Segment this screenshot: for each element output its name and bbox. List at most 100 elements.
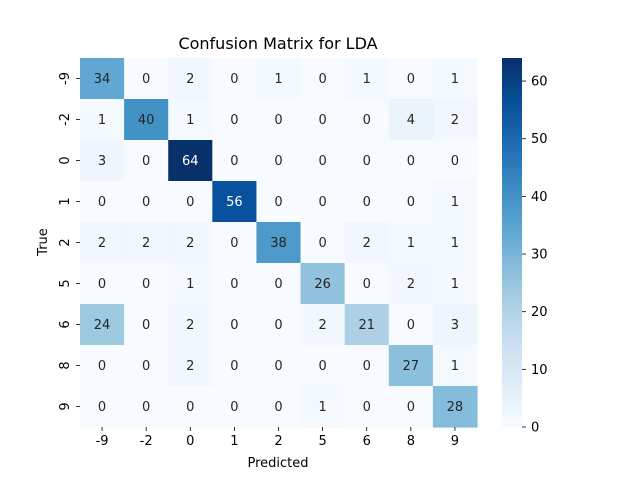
heatmap-cell [344, 345, 390, 387]
cell-value-label: 2 [186, 318, 194, 333]
heatmap-cell [344, 58, 390, 100]
cell-value-label: 0 [318, 72, 326, 87]
heatmap-cell [256, 58, 302, 100]
y-tick-label: 6 [58, 320, 73, 328]
heatmap-cell [388, 386, 434, 428]
heatmap-cell [212, 263, 258, 305]
heatmap-cell [212, 386, 258, 428]
heatmap-cell [124, 304, 169, 346]
cell-value-label: 40 [138, 113, 155, 128]
heatmap-cell [256, 345, 302, 387]
heatmap-cell [168, 99, 213, 141]
heatmap-cell [344, 304, 390, 346]
heatmap-cell [300, 58, 346, 100]
heatmap-cell [256, 99, 302, 141]
cell-value-label: 0 [142, 277, 150, 292]
x-axis-ticks: -9 -2 0 1 2 5 6 8 9 [96, 427, 459, 449]
heatmap-cell [124, 181, 169, 223]
cell-value-label: 0 [451, 154, 459, 169]
cell-value-label: 26 [314, 277, 331, 292]
cell-value-label: 0 [186, 400, 194, 415]
heatmap-cell [212, 58, 258, 100]
cell-value-label: 0 [142, 359, 150, 374]
heatmap-cell [256, 304, 302, 346]
heatmap-cell [432, 181, 478, 223]
heatmap-cell [124, 140, 169, 182]
cell-value-label: 2 [363, 236, 371, 251]
cell-value-label: 0 [363, 113, 371, 128]
heatmap-cell [344, 140, 390, 182]
heatmap-cell [168, 222, 213, 264]
x-tick-label: 0 [186, 434, 194, 449]
heatmap-cell [432, 386, 478, 428]
cell-value-label: 0 [274, 277, 282, 292]
cell-value-label: 3 [451, 318, 459, 333]
x-tick-label: 9 [451, 434, 459, 449]
cell-value-label: 27 [403, 359, 420, 374]
heatmap-cell [344, 263, 390, 305]
heatmap-cell [300, 386, 346, 428]
heatmap-cell [388, 222, 434, 264]
cell-value-label: 2 [142, 236, 150, 251]
cell-value-label: 0 [142, 154, 150, 169]
heatmap-cell [212, 222, 258, 264]
heatmap-cell [432, 140, 478, 182]
heatmap-cell [80, 304, 125, 346]
cell-value-label: 0 [230, 318, 238, 333]
cell-value-label: 0 [363, 195, 371, 210]
heatmap-cells: 34 0 2 0 1 0 1 0 1 1 40 1 0 0 0 0 4 2 3 0 64 0 0 0 0 0 0 0 0 0 56 0 0 0 0 1… [80, 58, 478, 428]
heatmap-cell [212, 181, 258, 223]
heatmap-cell [124, 263, 169, 305]
cell-value-label: 0 [142, 400, 150, 415]
colorbar-tick-label: 10 [531, 363, 548, 378]
heatmap-cell [212, 140, 258, 182]
heatmap-cell [344, 386, 390, 428]
heatmap-cell [256, 263, 302, 305]
x-tick-label: -2 [140, 434, 153, 449]
cell-value-label: 0 [363, 154, 371, 169]
cell-value-label: 0 [318, 113, 326, 128]
heatmap-cell [168, 386, 213, 428]
cell-value-label: 0 [274, 359, 282, 374]
cell-value-label: 0 [142, 72, 150, 87]
heatmap-cell [432, 222, 478, 264]
cell-value-label: 0 [230, 400, 238, 415]
y-tick-label: 5 [58, 279, 73, 287]
cell-value-label: 2 [186, 236, 194, 251]
x-tick-label: 2 [274, 434, 282, 449]
cell-value-label: 0 [274, 113, 282, 128]
heatmap-cell [432, 58, 478, 100]
cell-value-label: 2 [186, 359, 194, 374]
cell-value-label: 2 [186, 72, 194, 87]
heatmap-cell [300, 263, 346, 305]
colorbar-tick-label: 40 [531, 190, 548, 205]
cell-value-label: 0 [274, 400, 282, 415]
cell-value-label: 38 [270, 236, 287, 251]
cell-value-label: 1 [451, 195, 459, 210]
cell-value-label: 1 [98, 113, 106, 128]
x-tick-label: 8 [407, 434, 415, 449]
heatmap-cell [124, 386, 169, 428]
cell-value-label: 0 [318, 236, 326, 251]
heatmap-cell [388, 140, 434, 182]
y-tick-label: 9 [58, 402, 73, 410]
heatmap-cell [256, 386, 302, 428]
heatmap-cell [124, 345, 169, 387]
cell-value-label: 0 [407, 195, 415, 210]
cell-value-label: 1 [451, 359, 459, 374]
colorbar-ticks: 0 10 20 30 40 50 60 [522, 75, 548, 436]
heatmap-cell [344, 222, 390, 264]
heatmap-cell [432, 345, 478, 387]
heatmap-cell [212, 345, 258, 387]
cell-value-label: 0 [274, 154, 282, 169]
heatmap-cell [168, 58, 213, 100]
y-tick-label: 8 [58, 361, 73, 369]
cell-value-label: 0 [142, 318, 150, 333]
cell-value-label: 64 [182, 154, 199, 169]
y-axis-ticks: -9 -2 0 1 2 5 6 8 9 [58, 72, 80, 411]
heatmap-cell [432, 263, 478, 305]
heatmap-cell [388, 58, 434, 100]
heatmap-cell [80, 181, 125, 223]
cell-value-label: 0 [98, 277, 106, 292]
heatmap-cell [256, 181, 302, 223]
